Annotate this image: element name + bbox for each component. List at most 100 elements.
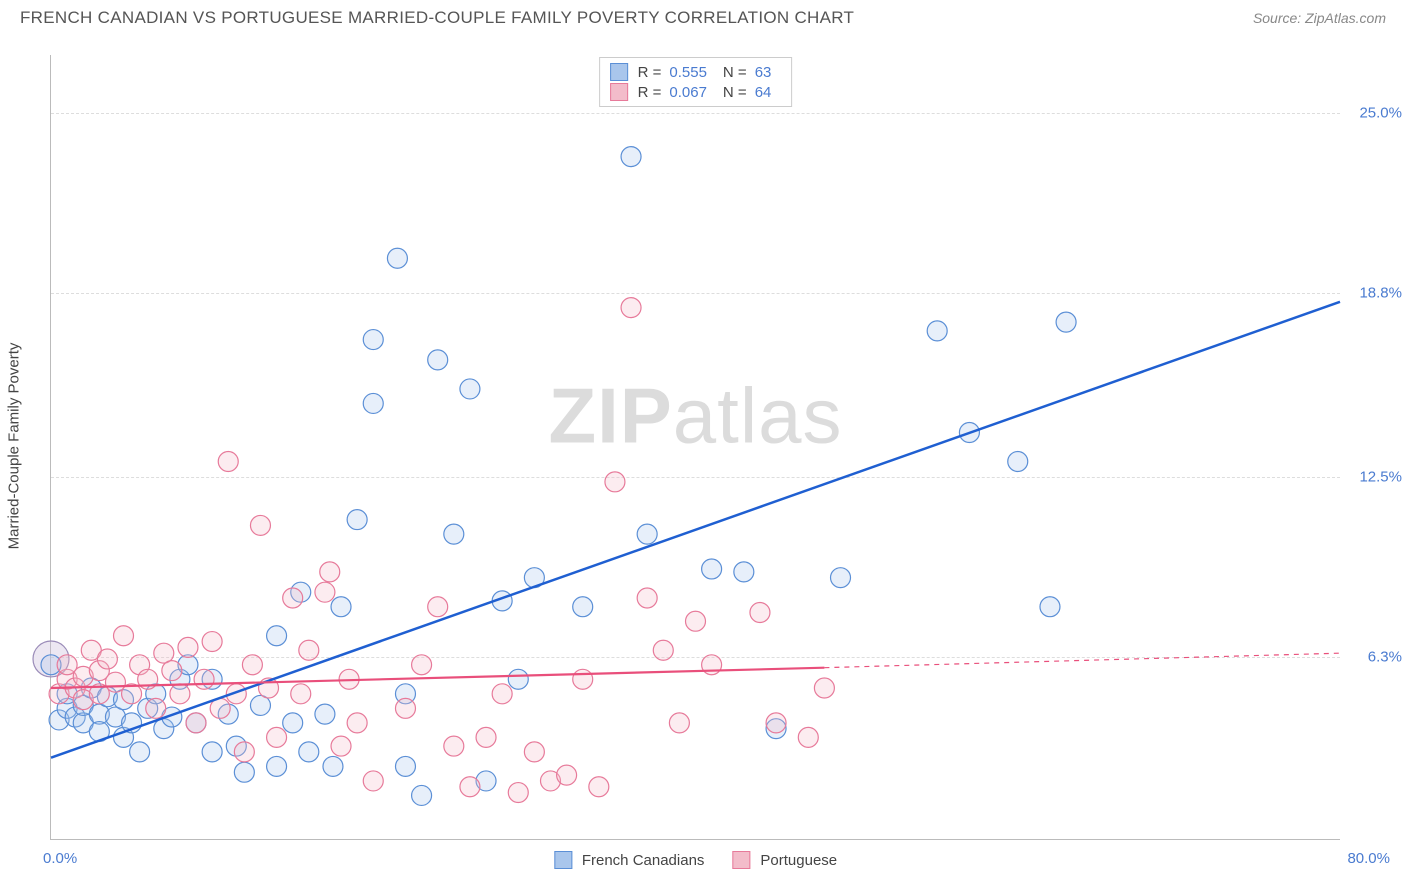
data-point xyxy=(146,698,166,718)
legend-label: French Canadians xyxy=(582,852,705,869)
data-point xyxy=(363,393,383,413)
legend-stats: R = 0.555 N = 63 R = 0.067 N = 64 xyxy=(599,57,793,107)
data-point xyxy=(242,655,262,675)
data-point xyxy=(267,756,287,776)
data-point xyxy=(444,524,464,544)
legend-series: French Canadians Portuguese xyxy=(554,851,837,869)
data-point xyxy=(460,379,480,399)
data-point xyxy=(363,330,383,350)
stat-label: R = xyxy=(638,64,662,81)
data-point xyxy=(444,736,464,756)
data-point xyxy=(1056,312,1076,332)
legend-swatch xyxy=(732,851,750,869)
data-point xyxy=(395,698,415,718)
scatter-plot-svg xyxy=(51,55,1340,839)
data-point xyxy=(686,611,706,631)
legend-stats-row-1: R = 0.067 N = 64 xyxy=(610,82,782,102)
data-point xyxy=(395,756,415,776)
y-tick-label: 6.3% xyxy=(1368,648,1402,665)
data-point xyxy=(508,783,528,803)
data-point xyxy=(234,742,254,762)
data-point xyxy=(460,777,480,797)
data-point xyxy=(186,713,206,733)
legend-stats-row-0: R = 0.555 N = 63 xyxy=(610,62,782,82)
data-point xyxy=(702,559,722,579)
data-point xyxy=(97,649,117,669)
data-point xyxy=(387,248,407,268)
stat-label: N = xyxy=(723,64,747,81)
data-point xyxy=(299,640,319,660)
data-point xyxy=(508,669,528,689)
data-point xyxy=(283,713,303,733)
data-point xyxy=(831,568,851,588)
data-point xyxy=(315,582,335,602)
data-point xyxy=(315,704,335,724)
data-point xyxy=(573,597,593,617)
data-point xyxy=(1008,452,1028,472)
data-point xyxy=(637,588,657,608)
data-point xyxy=(766,713,786,733)
data-point xyxy=(653,640,673,660)
data-point xyxy=(331,597,351,617)
data-point xyxy=(589,777,609,797)
data-point xyxy=(323,756,343,776)
data-point xyxy=(202,742,222,762)
data-point xyxy=(178,637,198,657)
data-point xyxy=(524,742,544,762)
x-tick-min: 0.0% xyxy=(43,850,77,867)
data-point xyxy=(218,452,238,472)
trend-line-extrapolated xyxy=(824,653,1340,668)
data-point xyxy=(283,588,303,608)
n-value-1: 64 xyxy=(755,84,772,101)
legend-swatch-pink xyxy=(610,83,628,101)
y-tick-label: 12.5% xyxy=(1359,468,1402,485)
data-point xyxy=(476,727,496,747)
data-point xyxy=(669,713,689,733)
legend-swatch xyxy=(554,851,572,869)
data-point xyxy=(299,742,319,762)
source-attribution: Source: ZipAtlas.com xyxy=(1253,10,1386,26)
data-point xyxy=(267,727,287,747)
data-point xyxy=(1040,597,1060,617)
chart-title: FRENCH CANADIAN VS PORTUGUESE MARRIED-CO… xyxy=(20,8,854,28)
data-point xyxy=(202,632,222,652)
legend-item: Portuguese xyxy=(732,851,837,869)
data-point xyxy=(637,524,657,544)
data-point xyxy=(927,321,947,341)
x-tick-max: 80.0% xyxy=(1347,850,1390,867)
r-value-1: 0.067 xyxy=(669,84,707,101)
data-point xyxy=(412,785,432,805)
data-point xyxy=(557,765,577,785)
data-point xyxy=(621,298,641,318)
stat-label: R = xyxy=(638,84,662,101)
data-point xyxy=(363,771,383,791)
trend-line xyxy=(51,302,1340,758)
legend-label: Portuguese xyxy=(760,852,837,869)
data-point xyxy=(320,562,340,582)
data-point xyxy=(428,597,448,617)
data-point xyxy=(267,626,287,646)
data-point xyxy=(170,684,190,704)
data-point xyxy=(428,350,448,370)
data-point xyxy=(605,472,625,492)
data-point xyxy=(412,655,432,675)
y-axis-label: Married-Couple Family Poverty xyxy=(6,343,23,550)
data-point xyxy=(814,678,834,698)
data-point xyxy=(347,510,367,530)
data-point xyxy=(250,515,270,535)
data-point xyxy=(621,147,641,167)
y-tick-label: 25.0% xyxy=(1359,105,1402,122)
data-point xyxy=(331,736,351,756)
n-value-0: 63 xyxy=(755,64,772,81)
data-point xyxy=(162,661,182,681)
data-point xyxy=(492,684,512,704)
data-point xyxy=(734,562,754,582)
data-point xyxy=(234,762,254,782)
data-point xyxy=(347,713,367,733)
legend-item: French Canadians xyxy=(554,851,705,869)
r-value-0: 0.555 xyxy=(669,64,707,81)
y-tick-label: 18.8% xyxy=(1359,285,1402,302)
data-point xyxy=(130,742,150,762)
chart-plot-area: ZIPatlas 6.3%12.5%18.8%25.0% R = 0.555 N… xyxy=(50,55,1340,840)
data-point xyxy=(194,669,214,689)
